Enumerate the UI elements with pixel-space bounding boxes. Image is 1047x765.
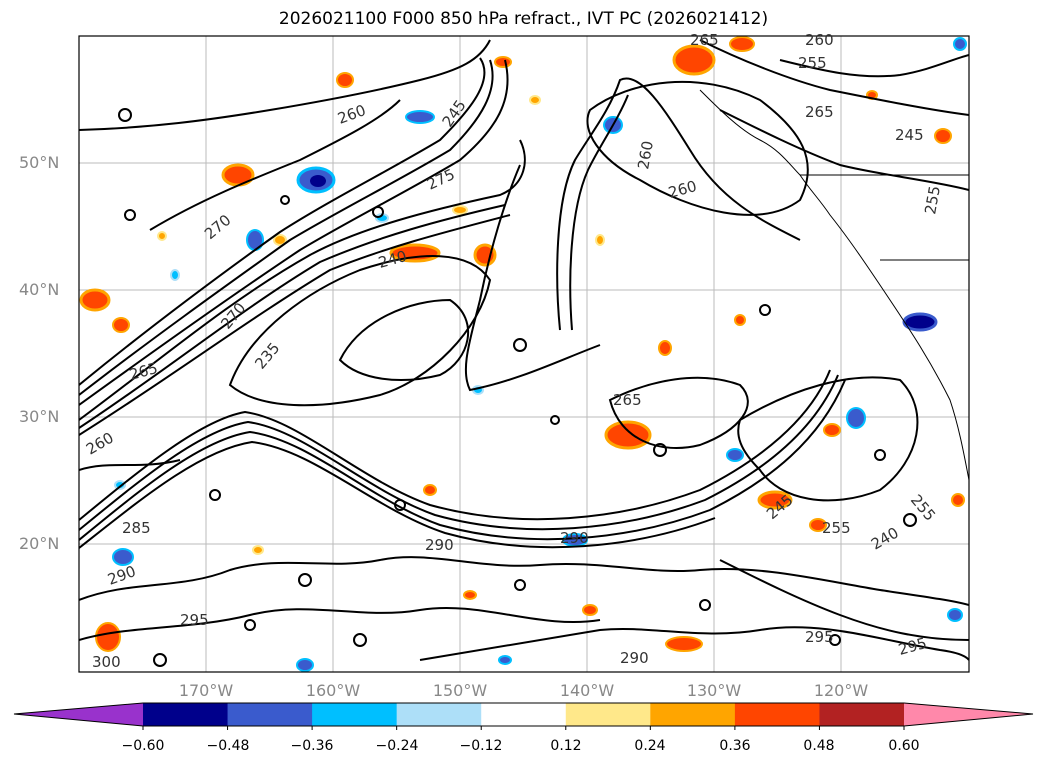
contour-label: 265	[613, 391, 642, 409]
colorbar-tick-label: 0.12	[550, 738, 582, 754]
map-frame	[78, 35, 970, 673]
lon-label: 130°W	[686, 681, 742, 700]
colorbar-tick-label: 0.36	[719, 738, 751, 754]
colorbar-segment	[734, 703, 820, 726]
lon-label: 170°W	[178, 681, 234, 700]
contour-labels: 265 260 255 265 245 260 275 260 270 260 …	[83, 31, 944, 671]
colorbar-segment	[565, 703, 651, 726]
contour-label: 260	[634, 139, 657, 170]
colorbar-segment	[227, 703, 313, 726]
colorbar-segment	[312, 703, 398, 726]
contour-label: 295	[180, 611, 209, 629]
colorbar-tick-label: −0.24	[375, 738, 419, 754]
colorbar-tick-label: 0.60	[888, 738, 920, 754]
contour-label: 255	[798, 54, 827, 72]
lat-label: 20°N	[19, 534, 60, 553]
contour-label: 290	[425, 536, 454, 554]
lon-label: 150°W	[432, 681, 488, 700]
colorbar-extend-low	[14, 703, 143, 726]
colorbar-segment	[143, 703, 229, 726]
lat-label: 50°N	[19, 153, 60, 172]
colorbar-tick-label: −0.36	[290, 738, 334, 754]
contour-label: 295	[805, 628, 834, 646]
refractivity-contours	[79, 39, 969, 667]
colorbar-tick-label: −0.48	[206, 738, 250, 754]
lat-label: 40°N	[19, 280, 60, 299]
contour-label: 265	[805, 103, 834, 121]
contour-label: 260	[805, 31, 834, 49]
negative-anomaly-fills	[112, 37, 967, 672]
colorbar-tick-label: 0.24	[634, 738, 666, 754]
lon-label: 140°W	[559, 681, 615, 700]
lat-label: 30°N	[19, 407, 60, 426]
contour-label: 265	[690, 31, 719, 49]
colorbar-segment	[481, 703, 567, 726]
contour-label: 290	[620, 649, 649, 667]
colorbar-segment	[650, 703, 736, 726]
map-title: 2026021100 F000 850 hPa refract., IVT PC…	[278, 9, 769, 29]
colorbar-tick-label: −0.12	[459, 738, 503, 754]
colorbar-segment	[396, 703, 482, 726]
colorbar-tick-label: 0.48	[803, 738, 835, 754]
colorbar	[13, 702, 1034, 730]
contour-label: 245	[895, 126, 924, 144]
contour-label: 290	[560, 529, 589, 547]
coastline	[699, 89, 969, 481]
colorbar-segment	[819, 703, 905, 726]
contour-label: 300	[92, 653, 121, 671]
colorbar-tick-label: −0.60	[121, 738, 165, 754]
lon-label: 120°W	[813, 681, 869, 700]
contour-label: 255	[822, 519, 851, 537]
colorbar-extend-high	[904, 703, 1033, 726]
lon-label: 160°W	[305, 681, 361, 700]
contour-label: 255	[921, 184, 944, 215]
contour-label: 285	[122, 519, 151, 537]
